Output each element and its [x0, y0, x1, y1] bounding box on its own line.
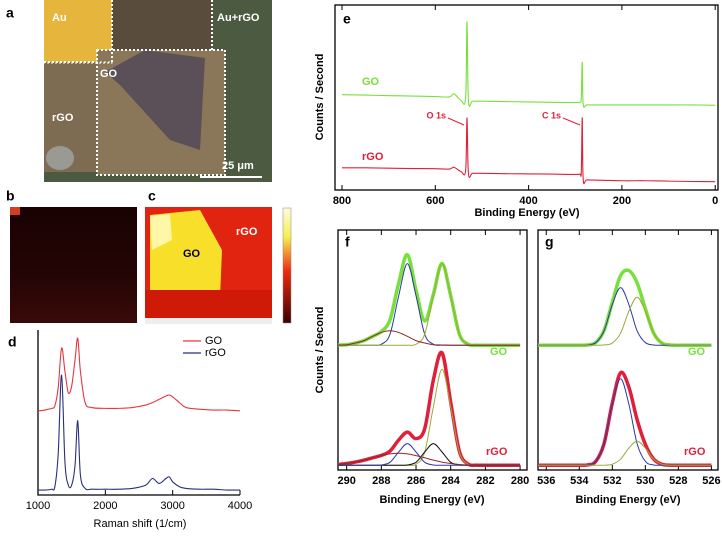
x-tick-label: 280	[511, 475, 529, 487]
x-tick-label: 286	[407, 475, 425, 487]
x-tick-label: 526	[702, 475, 720, 487]
x-tick-label: 284	[442, 475, 461, 487]
annotation-arrow	[447, 117, 465, 126]
plot-frame	[337, 229, 528, 471]
x-tick-label: 536	[537, 475, 555, 487]
panel-label: f	[345, 234, 350, 250]
region-label: GO	[100, 68, 118, 80]
map-corner	[10, 207, 20, 215]
series-label: rGO	[362, 151, 384, 163]
micrograph	[43, 0, 272, 182]
x-axis-label: Binding Energy (eV)	[474, 207, 579, 219]
y-axis-label: Counts / Second	[314, 307, 326, 394]
x-tick-label: 528	[669, 475, 687, 487]
series-line	[537, 440, 712, 466]
x-tick-label: 288	[372, 475, 390, 487]
region-label: Au+rGO	[217, 12, 260, 24]
legend-label: GO	[205, 335, 223, 347]
x-tick-label: 200	[613, 195, 631, 207]
plot-frame	[334, 4, 719, 191]
series-line	[341, 21, 716, 108]
annotation: C 1s	[542, 110, 561, 120]
x-tick-label: 290	[337, 475, 355, 487]
y-axis-label: Counts / Second	[314, 54, 326, 141]
series-line	[337, 452, 521, 466]
panel-label: g	[545, 234, 554, 250]
x-tick-label: 4000	[228, 500, 252, 512]
series-line	[537, 296, 712, 346]
legend-label: rGO	[205, 347, 226, 359]
series-line	[537, 268, 712, 347]
region-label: Au	[52, 12, 67, 24]
series-label: GO	[490, 346, 508, 358]
panel-label: c	[148, 188, 156, 204]
plot-frame	[537, 229, 719, 471]
series-line	[537, 287, 712, 346]
x-axis-label: Raman shift (1/cm)	[94, 518, 187, 530]
x-axis-label: Binding Energy (eV)	[575, 494, 680, 506]
annotation-arrow	[562, 117, 581, 126]
series-label: rGO	[684, 446, 706, 458]
x-tick-label: 534	[570, 475, 589, 487]
panel-label: d	[8, 334, 17, 350]
raman-map	[145, 207, 292, 324]
x-tick-label: 530	[636, 475, 654, 487]
region-label: GO	[183, 248, 201, 260]
series-line	[341, 117, 716, 185]
series-label: GO	[362, 76, 380, 88]
x-tick-label: 400	[519, 195, 537, 207]
x-axis-label: Binding Energy (eV)	[379, 494, 484, 506]
x-tick-label: 282	[476, 475, 494, 487]
series-line	[37, 337, 241, 412]
x-tick-label: 1000	[26, 500, 50, 512]
x-tick-label: 0	[712, 195, 718, 207]
series-line	[337, 330, 521, 346]
panel-label: b	[6, 188, 15, 204]
x-tick-label: 532	[603, 475, 621, 487]
series-line	[337, 252, 521, 348]
panel-label: a	[6, 5, 14, 21]
x-tick-label: 600	[426, 195, 444, 207]
series-line	[37, 374, 241, 491]
series-label: rGO	[486, 446, 508, 458]
scale-bar-label: 25 μm	[222, 160, 254, 172]
panel-label: e	[343, 11, 351, 27]
x-tick-label: 3000	[160, 500, 184, 512]
region-label: rGO	[236, 226, 258, 238]
annotation: O 1s	[426, 110, 446, 120]
x-tick-label: 800	[333, 195, 351, 207]
region-label: rGO	[52, 112, 74, 124]
raman-map	[10, 207, 137, 323]
series-label: GO	[688, 346, 706, 358]
x-tick-label: 2000	[93, 500, 117, 512]
